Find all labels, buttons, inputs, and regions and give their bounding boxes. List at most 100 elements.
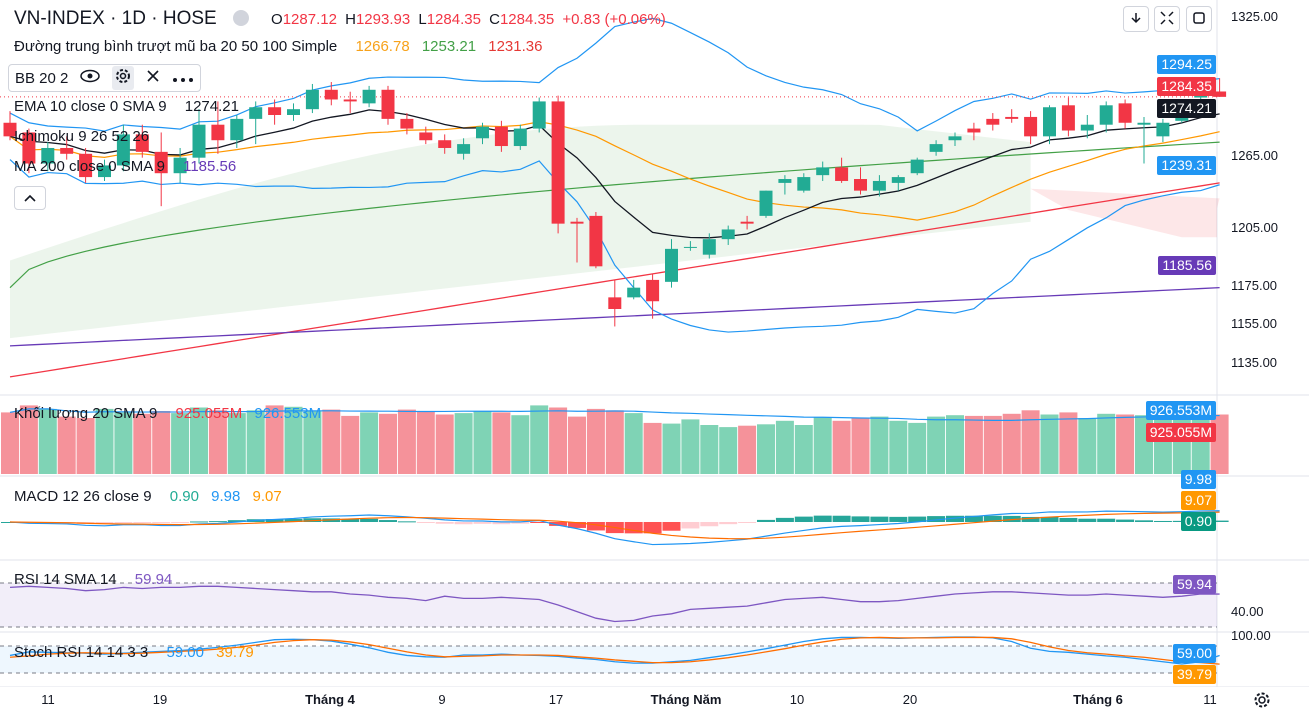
ema-label: EMA 10 close 0 SMA 9 [14,98,167,115]
candle-body [494,126,508,147]
stoch-k-badge: 59.00 [1172,644,1216,663]
ma200-legend[interactable]: MA 200 close 0 SMA 9 1185.56 [14,158,236,175]
macd-histogram-bar [284,518,303,522]
rsi-legend[interactable]: RSI 14 SMA 14 59.94 [14,571,172,588]
settings-gear-button[interactable] [1252,690,1272,715]
macd-line [9,510,1220,546]
gear-icon[interactable] [112,66,135,90]
macd-line-badge: 9.98 [1180,470,1216,489]
volume-bar [964,415,983,474]
y-tick-1135: 1135.00 [1231,355,1278,370]
macd-histogram-bar [530,522,549,523]
macd-histogram-bar [360,518,379,522]
macd-histogram-bar [114,522,133,523]
stoch-legend[interactable]: Stoch RSI 14 14 3 3 59.00 39.79 [14,644,254,661]
stoch-k-line [9,636,1220,665]
volume-bar [133,413,152,474]
x-tick-thang-nam: Tháng Năm [650,692,722,707]
collapse-legend-button[interactable] [14,186,46,210]
macd-histogram-bar [870,516,889,522]
bb-upper-line [9,17,1220,132]
candle-body [41,147,55,164]
close-icon[interactable] [146,69,160,87]
volume-bar [379,413,397,474]
candle-body [816,167,830,176]
ichimoku-cloud-bear [1030,188,1220,238]
macd-v1: 0.90 [169,488,199,505]
macd-histogram-bar [171,522,190,523]
candle-body [646,279,660,302]
rsi-tick-40: 40.00 [1231,604,1264,619]
candle-body [683,246,697,248]
volume-bar [662,423,681,474]
maximize-button[interactable] [1186,6,1212,32]
x-tick-9: 9 [438,692,446,707]
volume-bar [738,425,757,474]
candle-body [532,101,546,129]
volume-bar [908,422,927,474]
volume-bar [454,413,473,474]
eye-icon[interactable] [232,10,249,26]
open-value: 1287.12 [282,11,337,28]
volume-bar [303,411,322,474]
candle-body [3,122,17,137]
volume-bar [57,416,76,474]
eye-icon[interactable] [80,69,101,87]
y-tick-1265: 1265.00 [1231,148,1278,163]
stoch-v2: 39.79 [216,644,254,661]
x-tick-10: 10 [789,692,805,707]
macd-histogram-bar [738,522,757,523]
candle-body [910,159,924,174]
volume-bar [152,411,171,474]
fullscreen-button[interactable] [1154,6,1180,32]
volume-sma-badge: 926.553M [1145,401,1216,420]
candle-body [211,124,225,141]
volume-bar [568,416,586,474]
ema-ribbon-legend[interactable]: Đường trung bình trượt mũ ba 20 50 100 S… [14,38,542,55]
macd-histogram-bar [1059,517,1078,522]
candle-body [759,190,773,216]
candle-body [324,89,338,100]
more-icon[interactable] [172,70,194,87]
macd-histogram-bar [568,522,586,528]
volume-bar [983,415,1002,474]
volume-bar [1191,412,1210,474]
ichimoku-label: Ichimoku 9 26 52 26 [14,128,150,145]
macd-legend[interactable]: MACD 12 26 close 9 0.90 9.98 9.07 [14,488,282,505]
macd-histogram-bar [1021,516,1040,522]
ema-legend[interactable]: EMA 10 close 0 SMA 9 1274.21 [14,98,239,115]
volume-bar [530,405,549,474]
macd-histogram-bar [681,522,700,529]
macd-v2: 9.98 [211,488,241,505]
bb-label: BB 20 2 [15,69,69,87]
candle-body [835,167,849,181]
volume-v2: 926.553M [254,405,322,422]
candle-body [1061,105,1075,131]
macd-histogram-bar [832,515,851,522]
macd-histogram-bar [1002,515,1021,522]
volume-legend[interactable]: Khối lượng 20 SMA 9 925.055M 926.553M [14,405,321,422]
candle-body [1005,116,1019,119]
candle-body [1137,122,1151,125]
macd-histogram-bar [549,522,568,526]
volume-bar [813,417,832,474]
candle-body [1156,122,1170,137]
scroll-down-button[interactable] [1123,6,1149,32]
y-tick-1325: 1325.00 [1231,9,1278,24]
candle-body [381,89,395,119]
candle-body [1099,105,1113,125]
macd-histogram-bar [227,520,246,522]
volume-bar [946,415,964,474]
symbol-title[interactable]: VN-INDEX · 1D · HOSE [14,8,217,29]
candle-body [419,132,433,141]
volume-bar [435,414,454,474]
candle-body [778,179,792,183]
macd-histogram-bar [719,522,738,525]
stoch-d-line [9,636,1220,665]
candle-body [98,165,111,178]
candle-body [797,177,811,191]
ichimoku-legend[interactable]: Ichimoku 9 26 52 26 [14,128,149,145]
bb-legend[interactable]: BB 20 2 [8,64,202,92]
candle-body [967,128,981,133]
macd-histogram-bar [379,520,397,522]
